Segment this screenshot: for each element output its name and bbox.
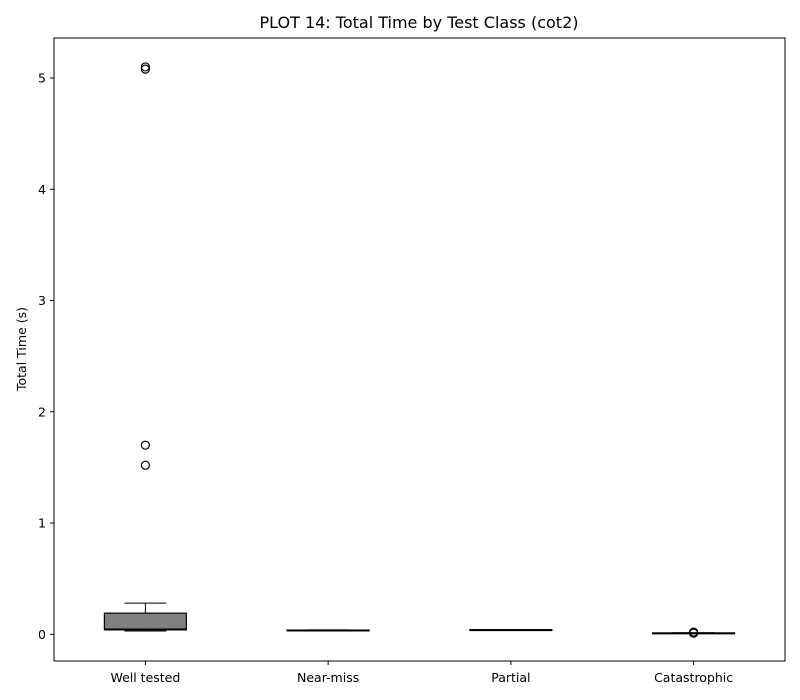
chart-title: PLOT 14: Total Time by Test Class (cot2) <box>260 13 579 32</box>
x-tick-label: Partial <box>491 670 530 685</box>
plot-area: 0 1 2 3 4 5 Well tested Near-miss Partial Catastr… <box>38 62 736 685</box>
x-tick-label: Catastrophic <box>654 670 733 685</box>
y-axis-label: Total Time (s) <box>14 307 29 392</box>
y-tick-label: 0 <box>38 627 46 642</box>
x-tick-label: Well tested <box>110 670 180 685</box>
outlier-point <box>140 62 150 72</box>
outlier-point <box>140 460 150 470</box>
plot-frame <box>53 37 786 662</box>
y-tick-label: 5 <box>38 71 46 86</box>
outlier-point <box>140 440 150 450</box>
y-tick-label: 3 <box>38 293 46 308</box>
y-tick-label: 1 <box>38 516 46 531</box>
y-tick-label: 2 <box>38 404 46 419</box>
y-tick-label: 4 <box>38 182 46 197</box>
x-tick-label: Near-miss <box>297 670 359 685</box>
outlier-point <box>689 627 699 637</box>
box <box>103 612 187 631</box>
